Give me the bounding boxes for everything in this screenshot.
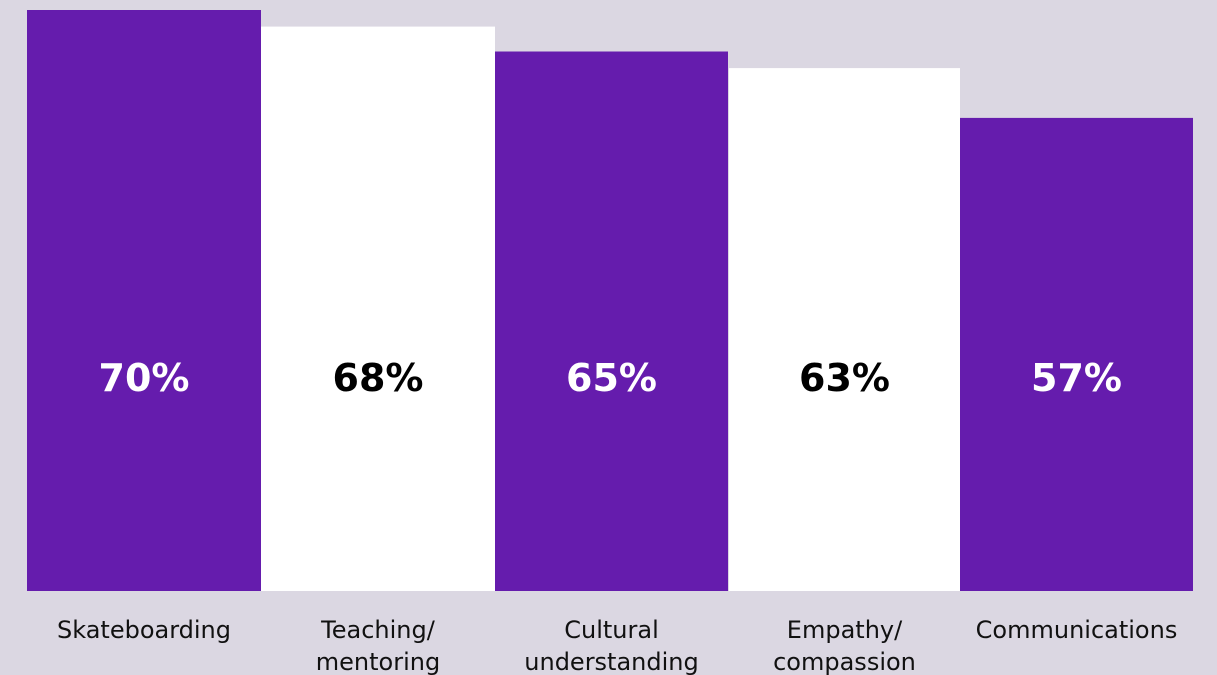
category-label-2: Cultural understanding	[524, 616, 698, 675]
category-label-4: Communications	[976, 616, 1178, 644]
bar-value-label-3: 63%	[799, 356, 890, 400]
bar-0	[27, 10, 261, 591]
bar-value-label-4: 57%	[1031, 356, 1122, 400]
bar-2	[495, 51, 728, 591]
category-label-line: Empathy/	[787, 616, 903, 644]
category-label-line: Communications	[976, 616, 1178, 644]
category-label-0: Skateboarding	[57, 616, 231, 644]
category-labels-group: Skateboarding Teaching/mentoring Cultural u…	[57, 616, 1177, 675]
bar-1	[261, 26, 495, 592]
category-label-line: Cultural	[564, 616, 659, 644]
category-label-line: Skateboarding	[57, 616, 231, 644]
value-labels-group: 70% 68% 65% 63% 57%	[99, 356, 1122, 400]
bar-value-label-2: 65%	[566, 356, 657, 400]
bar-value-label-1: 68%	[333, 356, 424, 400]
category-label-line: understanding	[524, 648, 698, 675]
bar-value-label-0: 70%	[99, 356, 190, 400]
category-label-3: Empathy/compassion	[773, 616, 916, 675]
bar-3	[729, 68, 960, 592]
category-label-line: Teaching/	[320, 616, 436, 644]
category-label-line: compassion	[773, 648, 916, 675]
bars-group	[27, 10, 1193, 592]
bar-4	[960, 117, 1193, 592]
category-label-line: mentoring	[316, 648, 440, 675]
category-label-1: Teaching/mentoring	[316, 616, 440, 675]
